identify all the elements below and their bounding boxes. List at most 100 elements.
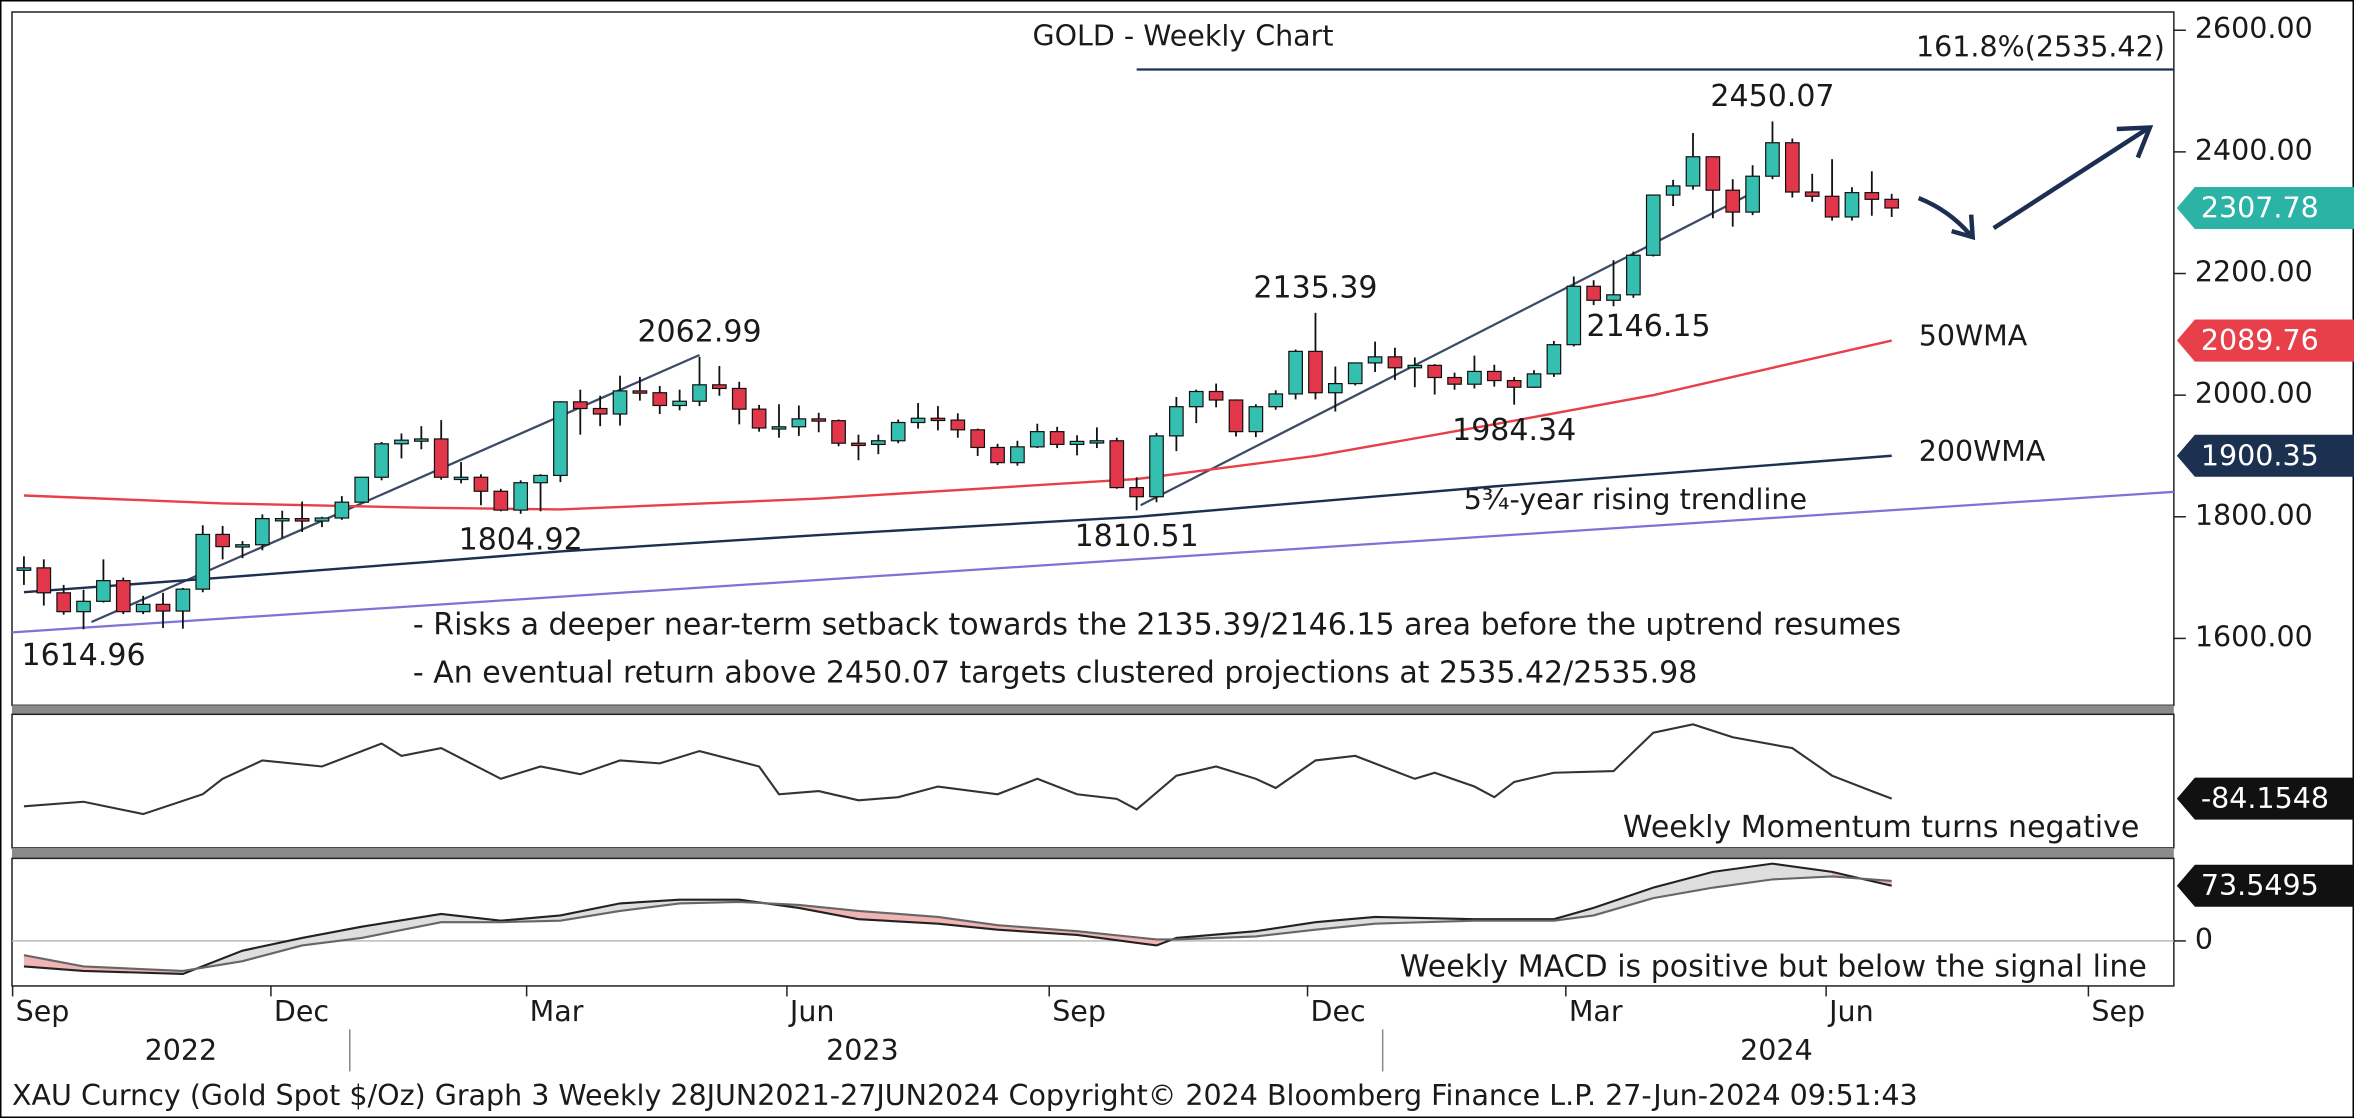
macd-fill <box>1593 887 1654 916</box>
macd-last-value-bg <box>2176 864 2354 907</box>
candle-body <box>672 400 687 407</box>
trendline <box>91 353 700 624</box>
macd-line <box>23 862 1892 975</box>
candle-body <box>413 438 429 442</box>
candle-body <box>1864 192 1880 200</box>
candle-body <box>751 408 767 429</box>
candle-body <box>374 443 389 478</box>
candle-body <box>1824 195 1840 218</box>
candle-body <box>1248 406 1264 433</box>
candle-body <box>791 418 807 428</box>
candle-body <box>1347 362 1363 385</box>
x-tick-label: Dec <box>274 995 329 1028</box>
candle-body <box>572 401 588 410</box>
footer: XAU Curncy (Gold Spot $/Oz) Graph 3 Week… <box>12 1079 1918 1112</box>
arrow-head <box>2116 125 2154 159</box>
momentum-last-value-bg <box>2176 777 2354 820</box>
candle-body <box>1884 198 1900 209</box>
moving-average <box>23 454 1892 594</box>
candle-body <box>115 580 131 613</box>
last-price: 2307.78 <box>2201 191 2319 224</box>
candle-body <box>1089 440 1105 444</box>
candle-body <box>334 501 350 519</box>
x-tick-label: Sep <box>16 995 70 1028</box>
price-annotation: 1810.51 <box>1075 519 1199 554</box>
ma-last-value: 2089.76 <box>2201 324 2319 357</box>
candle-body <box>255 518 270 546</box>
price-annotation: 1984.34 <box>1452 413 1576 448</box>
candle-body <box>990 446 1005 464</box>
candle-body <box>1645 194 1661 256</box>
candle-body <box>930 417 946 422</box>
macd-fill <box>560 903 621 921</box>
last-price-bg <box>2176 186 2354 229</box>
candle-body <box>56 592 72 613</box>
year-label: 2022 <box>145 1034 218 1067</box>
x-tick-label: Jun <box>788 995 835 1028</box>
candle-body <box>1546 344 1562 375</box>
note: - An eventual return above 2450.07 targe… <box>413 655 1697 690</box>
candle-body <box>36 567 52 594</box>
candle-body <box>1626 254 1641 296</box>
candle-body <box>1685 156 1701 187</box>
candle-body <box>155 603 171 612</box>
macd-fill <box>302 926 362 946</box>
candle-body <box>1447 376 1462 385</box>
candle-body <box>553 401 568 477</box>
candle-body <box>1129 486 1144 498</box>
arrow <box>1992 127 2149 230</box>
macd-fill <box>1712 863 1773 888</box>
candle-body <box>831 420 846 444</box>
macd-fill <box>1653 871 1713 899</box>
candle-body <box>175 588 191 612</box>
candle-body <box>1784 142 1800 193</box>
candle-body <box>910 417 926 424</box>
macd-panel <box>11 857 2175 987</box>
candle-body <box>354 476 370 503</box>
candle-body <box>1149 435 1164 498</box>
candle-body <box>1029 431 1045 448</box>
panel-separator <box>12 847 2174 859</box>
macd-fill <box>242 937 303 962</box>
x-tick-label: Sep <box>1052 995 1106 1028</box>
candle-body <box>1109 440 1125 489</box>
momentum-line <box>23 723 1893 816</box>
candle-body <box>1228 399 1244 433</box>
candle-body <box>851 442 866 447</box>
candle-body <box>1327 382 1343 394</box>
x-tick-label: Dec <box>1311 995 1366 1028</box>
x-tick-label: Mar <box>530 995 584 1028</box>
arrow-head <box>1951 214 1976 241</box>
macd-fill <box>937 916 998 930</box>
y-tick-label: 0 <box>2195 923 2213 956</box>
candle-body <box>1526 373 1542 388</box>
candle-body <box>731 387 747 410</box>
candle-body <box>692 384 707 402</box>
candle-body <box>592 407 608 415</box>
candle-body <box>493 490 509 511</box>
candle-body <box>890 421 906 442</box>
candle-body <box>1188 390 1204 408</box>
note: - Risks a deeper near-term setback towar… <box>413 607 1901 642</box>
candle-body <box>1288 350 1303 395</box>
macd-fill <box>361 913 442 938</box>
price-annotation: 2135.39 <box>1253 270 1377 305</box>
candle-body <box>533 474 548 484</box>
candle-body <box>1010 446 1025 464</box>
candle-body <box>1486 370 1502 382</box>
candle-body <box>970 429 986 449</box>
candle-body <box>96 580 111 602</box>
macd-fill <box>1315 916 1376 930</box>
chart-title: GOLD - Weekly Chart <box>1032 20 1333 53</box>
candle-body <box>274 518 290 522</box>
momentum-last-value: -84.1548 <box>2201 782 2329 815</box>
macd-fill <box>1772 863 1833 880</box>
candle-body <box>950 419 966 431</box>
price-annotation: 1614.96 <box>21 638 145 673</box>
candle-body <box>1844 192 1860 218</box>
candle-body <box>235 544 250 548</box>
fib-label: 161.8%(2535.42) <box>1916 31 2165 64</box>
candle-body <box>16 567 32 571</box>
candle-body <box>1665 185 1681 196</box>
trendline-label: 5¾-year rising trendline <box>1464 483 1807 516</box>
